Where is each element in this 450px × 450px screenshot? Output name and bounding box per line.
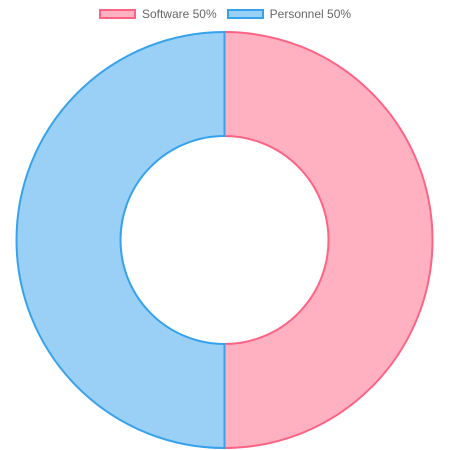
legend-swatch-personnel: [226, 9, 264, 19]
legend-swatch-software: [98, 9, 136, 19]
slice-software[interactable]: [223, 31, 434, 449]
legend-item-personnel[interactable]: Personnel 50%: [226, 7, 352, 21]
chart-legend: Software 50% Personnel 50%: [0, 7, 450, 21]
legend-label-personnel: Personnel 50%: [269, 7, 352, 21]
legend-label-software: Software 50%: [141, 7, 217, 21]
doughnut-slices: [15, 31, 434, 449]
slice-personnel[interactable]: [15, 31, 226, 449]
legend-item-software[interactable]: Software 50%: [98, 7, 217, 21]
